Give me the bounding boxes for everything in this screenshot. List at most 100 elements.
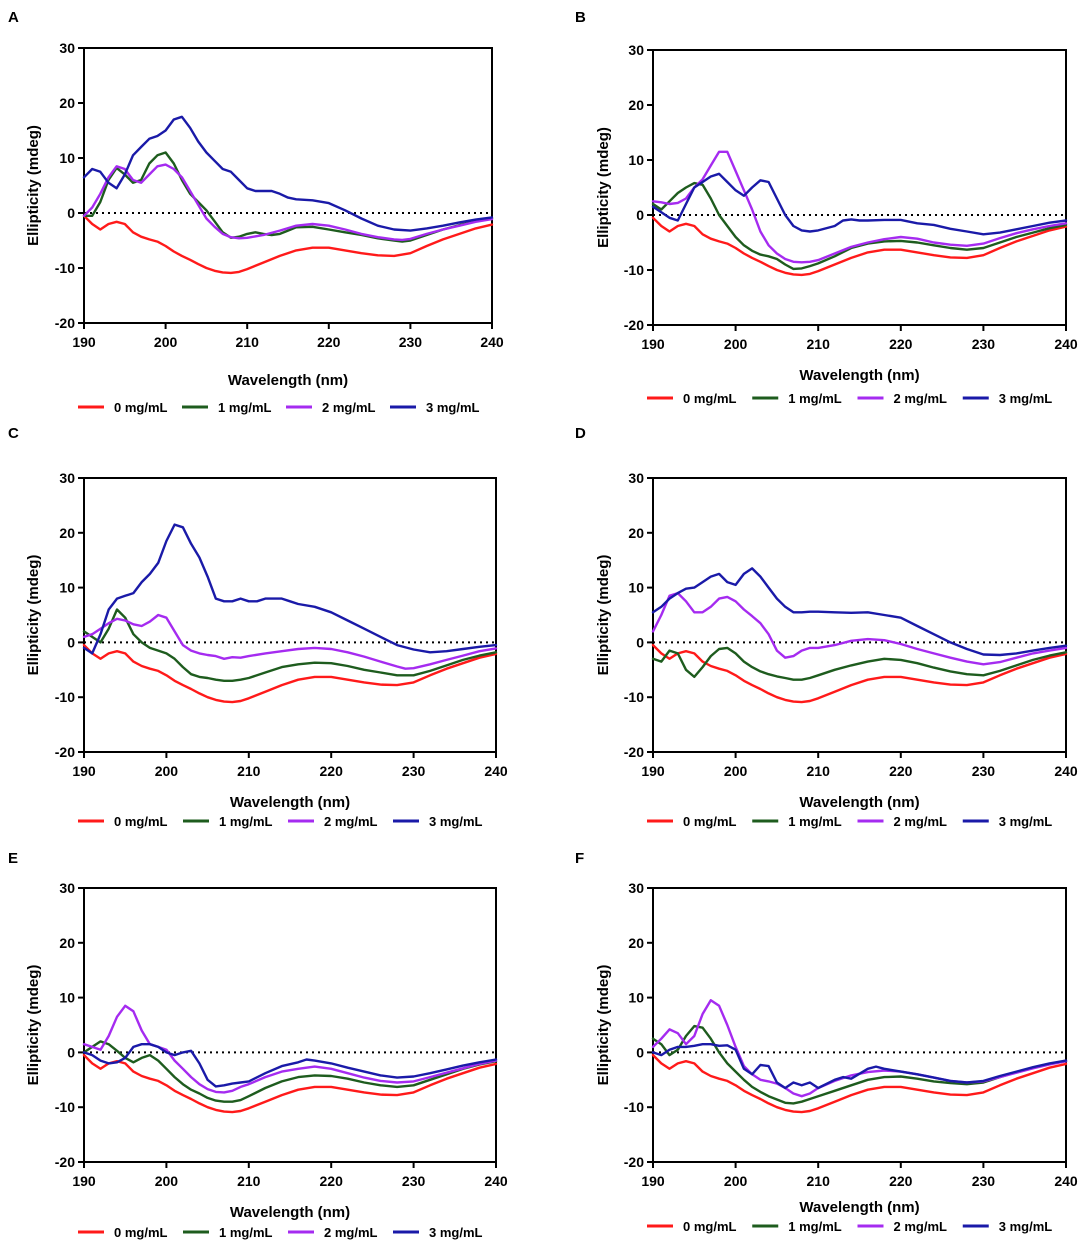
x-axis-label: Wavelength (nm) [799, 794, 919, 811]
x-axis-label: Wavelength (nm) [230, 1204, 350, 1221]
y-tick-label: -10 [55, 1099, 75, 1115]
legend: 0 mg/mL 1 mg/mL 2 mg/mL 3 mg/mL [647, 814, 1052, 829]
x-tick-label: 200 [724, 1173, 748, 1189]
plot-frame [83, 47, 493, 324]
legend-label: 0 mg/mL [114, 814, 168, 829]
legend-label: 2 mg/mL [894, 814, 948, 829]
y-tick-label: -10 [624, 1099, 644, 1115]
legend-label: 1 mg/mL [219, 814, 273, 829]
legend-label: 2 mg/mL [322, 400, 376, 415]
y-axis-label: Ellipticity (mdeg) [25, 555, 42, 676]
x-tick-label: 210 [236, 334, 260, 350]
series-line-2-mg-ml [82, 1004, 498, 1094]
y-tick-label: 10 [628, 580, 644, 596]
panel-label: A [8, 9, 19, 26]
x-axis-label: Wavelength (nm) [799, 1199, 919, 1216]
y-tick-label: -20 [55, 315, 75, 331]
y-tick-label: 20 [628, 525, 644, 541]
y-tick-label: 30 [59, 880, 75, 896]
chart-panel-b: B -20 -10 0 10 20 30 190 200 210 220 230 240 Waveleng… [575, 9, 1078, 406]
legend-label: 2 mg/mL [324, 1225, 378, 1240]
y-tick-label: -10 [624, 262, 644, 278]
x-tick-label: 230 [972, 763, 996, 779]
panel-label: D [575, 425, 586, 442]
legend-label: 3 mg/mL [999, 814, 1053, 829]
x-tick-label: 220 [320, 763, 344, 779]
legend: 0 mg/mL 1 mg/mL 2 mg/mL 3 mg/mL [78, 400, 480, 415]
x-tick-label: 190 [72, 763, 96, 779]
legend-label: 3 mg/mL [999, 391, 1053, 406]
y-tick-label: 10 [59, 580, 75, 596]
y-tick-label: -20 [55, 744, 75, 760]
y-tick-label: 20 [628, 935, 644, 951]
y-tick-label: 0 [67, 1044, 75, 1060]
x-tick-label: 230 [972, 1173, 996, 1189]
series-line-0-mg-ml [82, 643, 498, 704]
y-axis-label: Ellipticity (mdeg) [25, 965, 42, 1086]
x-tick-label: 200 [155, 1173, 179, 1189]
legend-label: 1 mg/mL [788, 814, 842, 829]
y-tick-label: 30 [628, 42, 644, 58]
y-axis-label: Ellipticity (mdeg) [595, 965, 612, 1086]
legend-label: 0 mg/mL [683, 1219, 737, 1234]
series-line-0-mg-ml [651, 643, 1068, 704]
x-tick-label: 230 [402, 763, 426, 779]
series-line-3-mg-ml [651, 172, 1068, 236]
y-tick-label: 0 [636, 1044, 644, 1060]
y-tick-label: -20 [55, 1154, 75, 1170]
legend-label: 1 mg/mL [218, 400, 272, 415]
x-tick-label: 220 [317, 334, 341, 350]
x-tick-label: 210 [237, 763, 261, 779]
y-tick-label: 0 [67, 205, 75, 221]
x-tick-label: 240 [484, 763, 508, 779]
plot-frame [652, 887, 1067, 1163]
y-tick-label: 0 [636, 634, 644, 650]
legend: 0 mg/mL 1 mg/mL 2 mg/mL 3 mg/mL [78, 1225, 483, 1240]
series-line-1-mg-ml [82, 1040, 498, 1103]
legend: 0 mg/mL 1 mg/mL 2 mg/mL 3 mg/mL [647, 391, 1052, 406]
x-tick-label: 240 [1054, 763, 1078, 779]
series-line-2-mg-ml [82, 163, 494, 242]
series-line-1-mg-ml [82, 608, 498, 682]
plot-frame [83, 887, 497, 1163]
y-tick-label: 10 [59, 990, 75, 1006]
x-tick-label: 220 [320, 1173, 344, 1189]
series-line-0-mg-ml [82, 214, 494, 275]
x-tick-label: 220 [889, 1173, 913, 1189]
y-tick-label: 30 [59, 40, 75, 56]
x-tick-label: 200 [724, 763, 748, 779]
chart-panel-e: E -20 -10 0 10 20 30 190 200 210 220 230 240 Waveleng… [8, 850, 508, 1240]
legend-label: 1 mg/mL [788, 1219, 842, 1234]
legend-label: 2 mg/mL [894, 1219, 948, 1234]
y-tick-label: -20 [624, 317, 644, 333]
x-tick-label: 210 [237, 1173, 261, 1189]
legend-label: 0 mg/mL [114, 1225, 168, 1240]
y-tick-label: 20 [628, 97, 644, 113]
y-tick-label: 0 [67, 634, 75, 650]
legend-label: 0 mg/mL [683, 391, 737, 406]
x-tick-label: 240 [1054, 1173, 1078, 1189]
series-line-2-mg-ml [651, 591, 1068, 666]
x-tick-label: 190 [641, 763, 665, 779]
legend: 0 mg/mL 1 mg/mL 2 mg/mL 3 mg/mL [78, 814, 483, 829]
plot-frame [652, 49, 1067, 326]
y-tick-label: 20 [59, 525, 75, 541]
y-tick-label: -10 [55, 260, 75, 276]
x-tick-label: 240 [484, 1173, 508, 1189]
x-tick-label: 190 [72, 334, 96, 350]
x-axis-label: Wavelength (nm) [799, 367, 919, 384]
y-tick-label: -10 [55, 689, 75, 705]
legend-label: 2 mg/mL [894, 391, 948, 406]
chart-panel-d: D -20 -10 0 10 20 30 190 200 210 220 230 240 Waveleng… [575, 425, 1078, 829]
series-line-2-mg-ml [82, 613, 498, 670]
y-tick-label: 30 [628, 880, 644, 896]
x-axis-label: Wavelength (nm) [230, 794, 350, 811]
x-tick-label: 200 [154, 334, 178, 350]
series-line-3-mg-ml [651, 567, 1068, 657]
y-tick-label: 10 [59, 150, 75, 166]
legend-label: 0 mg/mL [683, 814, 737, 829]
y-tick-label: 30 [628, 470, 644, 486]
y-axis-label: Ellipticity (mdeg) [25, 125, 42, 246]
y-tick-label: 30 [59, 470, 75, 486]
